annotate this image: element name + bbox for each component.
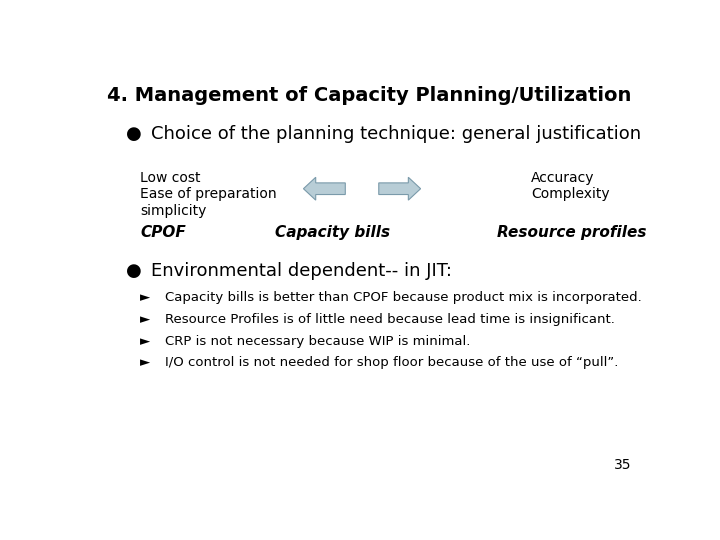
Text: Accuracy: Accuracy [531, 171, 594, 185]
Text: simplicity: simplicity [140, 204, 207, 218]
Text: Ease of preparation: Ease of preparation [140, 187, 277, 201]
Text: 4. Management of Capacity Planning/Utilization: 4. Management of Capacity Planning/Utili… [107, 85, 631, 105]
Text: Resource Profiles is of little need because lead time is insignificant.: Resource Profiles is of little need beca… [166, 313, 615, 326]
Text: Capacity bills is better than CPOF because product mix is incorporated.: Capacity bills is better than CPOF becau… [166, 292, 642, 305]
Polygon shape [379, 177, 420, 200]
Text: Choice of the planning technique: general justification: Choice of the planning technique: genera… [151, 125, 642, 143]
Text: ►: ► [140, 313, 150, 326]
Text: Capacity bills: Capacity bills [275, 225, 390, 240]
Text: ►: ► [140, 292, 150, 305]
Text: 35: 35 [613, 458, 631, 472]
Text: ►: ► [140, 335, 150, 348]
Text: CRP is not necessary because WIP is minimal.: CRP is not necessary because WIP is mini… [166, 335, 471, 348]
Text: ●: ● [126, 262, 142, 280]
Text: Complexity: Complexity [531, 187, 609, 201]
Text: ►: ► [140, 356, 150, 369]
Text: Environmental dependent-- in JIT:: Environmental dependent-- in JIT: [151, 262, 452, 280]
Text: I/O control is not needed for shop floor because of the use of “pull”.: I/O control is not needed for shop floor… [166, 356, 618, 369]
Text: CPOF: CPOF [140, 225, 186, 240]
Text: Low cost: Low cost [140, 171, 201, 185]
Text: Resource profiles: Resource profiles [498, 225, 647, 240]
Polygon shape [303, 177, 346, 200]
Text: ●: ● [126, 125, 142, 143]
